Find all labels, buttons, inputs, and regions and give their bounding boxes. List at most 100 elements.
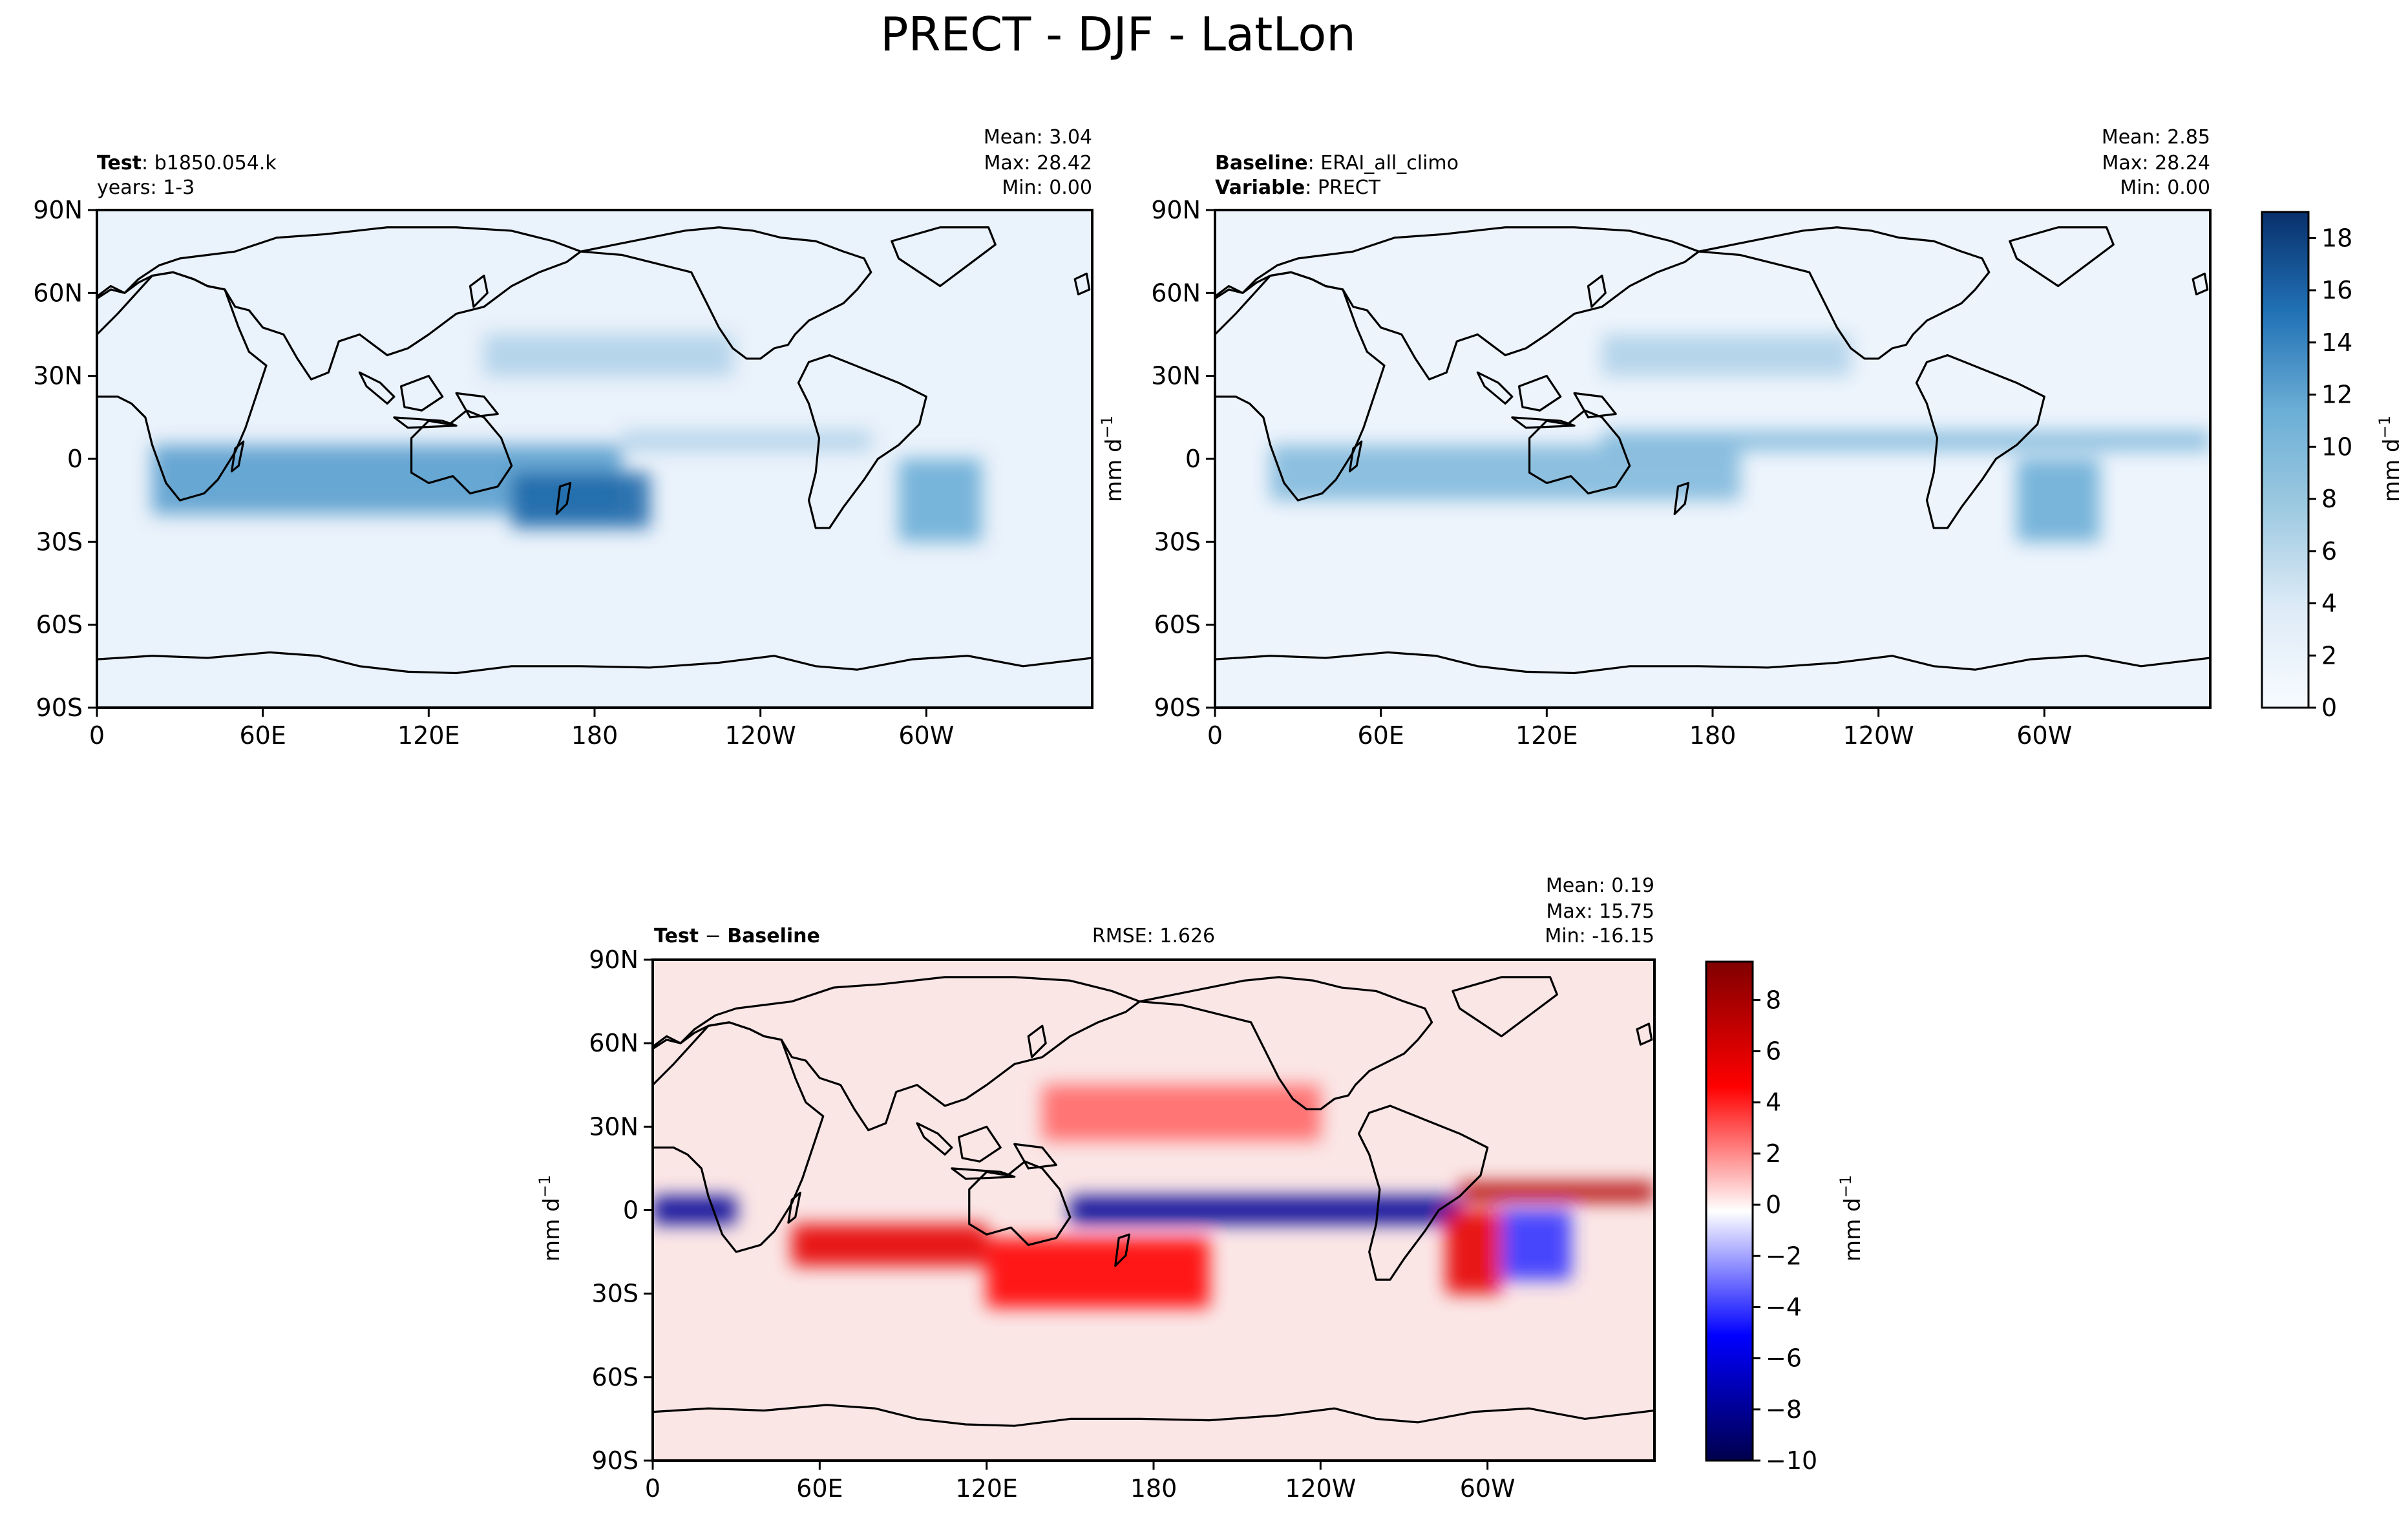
colorbar-tick-label: 16 [2321, 276, 2352, 304]
field-band [1042, 1084, 1321, 1141]
x-tick-label: 60E [1357, 721, 1404, 750]
y-tick-label: 90N [33, 196, 83, 224]
panel-test-mean: Mean: 3.04 [984, 126, 1092, 149]
colorbar-tick-label: −10 [1766, 1446, 1817, 1475]
y-tick-label: 30S [1154, 527, 1201, 556]
colorbar-tick-label: 6 [2321, 537, 2337, 565]
colorbar-tick-label: 14 [2321, 328, 2352, 357]
colorbar-tick-label: 12 [2321, 381, 2352, 409]
x-tick-label: 120E [397, 721, 460, 750]
panel-baseline-header-label: Baseline: ERAI_all_climo [1215, 152, 1459, 174]
panel-test-min: Min: 0.00 [1002, 176, 1092, 199]
x-tick-label: 120W [1285, 1474, 1356, 1503]
panel-baseline-min: Min: 0.00 [2120, 176, 2210, 199]
colorbar-tick-label: 6 [1766, 1037, 1781, 1066]
field-band [1446, 1210, 1502, 1294]
colorbar-seismic-label: mm d−1 [1837, 1175, 1866, 1262]
panel-test-header-label: Test: b1850.054.k [97, 152, 277, 174]
y-tick-label: 60S [592, 1363, 639, 1391]
field-band [483, 334, 733, 376]
y-tick-label: 90S [1154, 693, 1201, 722]
x-tick-label: 180 [1130, 1474, 1178, 1503]
field-band [1501, 1210, 1571, 1280]
y-tick-label: 30S [36, 527, 83, 556]
y-tick-label: 90S [592, 1446, 639, 1475]
field-band [1601, 431, 2210, 451]
y-tick-label: 90N [589, 946, 639, 974]
field-band [986, 1238, 1210, 1308]
panel-difference-rmse: RMSE: 1.626 [1092, 925, 1215, 947]
panel-test-max: Max: 28.42 [984, 152, 1092, 174]
panel-baseline-ylabel: mm d−1 [1098, 416, 1127, 502]
y-tick-label: 30N [33, 362, 83, 390]
y-tick-label: 60S [1154, 611, 1201, 639]
colorbar-tick-label: −6 [1766, 1344, 1802, 1373]
colorbar-tick-label: 8 [1766, 986, 1781, 1014]
colorbar-blues-fill [2261, 211, 2310, 709]
field-band [898, 459, 982, 542]
panel-difference-ylabel: mm d−1 [536, 1175, 565, 1262]
y-tick-label: 0 [623, 1196, 639, 1225]
y-tick-label: 60S [36, 611, 83, 639]
panel-baseline-axes: 0 60E 120E 180 120W 60W 90N 60N 30N 0 30S 60S 90S [1151, 196, 2072, 750]
field-band [1459, 1182, 1654, 1202]
field-band [653, 1196, 737, 1225]
x-tick-label: 60W [2016, 721, 2072, 750]
x-tick-label: 0 [89, 721, 105, 750]
field-band [1601, 334, 1851, 376]
colorbar-tick-label: −2 [1766, 1242, 1802, 1270]
y-tick-label: 60N [1151, 279, 1201, 307]
x-tick-label: 120E [955, 1474, 1018, 1503]
colorbar-blues-label: mm d−1 [2376, 416, 2405, 502]
colorbar-tick-label: 0 [2321, 693, 2337, 722]
y-tick-label: 90S [36, 693, 83, 722]
panel-test: Test: b1850.054.k years: 1-3 Mean: 3.04 … [33, 126, 1093, 750]
colorbar-blues: 0 2 4 6 8 10 12 14 16 18 mm d−1 [2261, 211, 2405, 722]
colorbar-tick-label: 18 [2321, 224, 2352, 252]
panel-baseline-field [1270, 334, 2210, 542]
field-band [511, 472, 650, 528]
field-band [622, 431, 871, 451]
panel-test-years: years: 1-3 [97, 176, 195, 199]
x-tick-label: 180 [571, 721, 618, 750]
panel-difference-mean: Mean: 0.19 [1546, 874, 1654, 897]
y-tick-label: 0 [1185, 445, 1201, 473]
x-tick-label: 60E [239, 721, 286, 750]
y-tick-label: 60N [589, 1029, 639, 1057]
panel-baseline-variable: Variable: PRECT [1215, 176, 1381, 199]
panel-test-axes: 0 60E 120E 180 120W 60W 90N 60N 30N 0 30S 60S 90S [33, 196, 954, 750]
colorbar-tick-label: 2 [1766, 1139, 1781, 1168]
y-tick-label: 0 [67, 445, 83, 473]
x-tick-label: 60W [1460, 1474, 1516, 1503]
panel-difference-header: Test − Baseline [654, 925, 820, 947]
x-tick-label: 0 [1207, 721, 1223, 750]
x-tick-label: 120W [725, 721, 796, 750]
panel-difference-field [653, 1084, 1654, 1308]
colorbar-tick-label: 8 [2321, 485, 2337, 513]
panel-baseline-max: Max: 28.24 [2102, 152, 2210, 174]
colorbar-tick-label: 10 [2321, 432, 2352, 461]
x-tick-label: 120W [1843, 721, 1914, 750]
y-tick-label: 30N [589, 1112, 639, 1141]
x-tick-label: 0 [645, 1474, 660, 1503]
figure-title: PRECT - DJF - LatLon [880, 7, 1356, 61]
panel-test-field [152, 334, 982, 542]
field-band [1070, 1196, 1460, 1225]
colorbar-seismic-fill [1705, 960, 1754, 1462]
y-tick-label: 30N [1151, 362, 1201, 390]
y-tick-label: 60N [33, 279, 83, 307]
x-tick-label: 120E [1516, 721, 1578, 750]
colorbar-seismic: 8 6 4 2 0 −2 −4 −6 −8 −10 mm d−1 [1705, 960, 1866, 1475]
colorbar-tick-label: −4 [1766, 1293, 1802, 1321]
colorbar-seismic-ticks: 8 6 4 2 0 −2 −4 −6 −8 −10 [1753, 986, 1817, 1475]
panel-difference-min: Min: -16.15 [1545, 925, 1654, 947]
x-tick-label: 60E [796, 1474, 843, 1503]
field-band [1270, 445, 1740, 501]
panel-difference: Test − Baseline RMSE: 1.626 Mean: 0.19 M… [536, 874, 1656, 1503]
colorbar-tick-label: 2 [2321, 641, 2337, 670]
field-band [792, 1224, 987, 1266]
colorbar-tick-label: 0 [1766, 1190, 1781, 1219]
colorbar-blues-ticks: 0 2 4 6 8 10 12 14 16 18 [2308, 224, 2352, 722]
panel-difference-axes: 0 60E 120E 180 120W 60W 90N 60N 30N 0 30S 60S 90S [589, 946, 1515, 1503]
